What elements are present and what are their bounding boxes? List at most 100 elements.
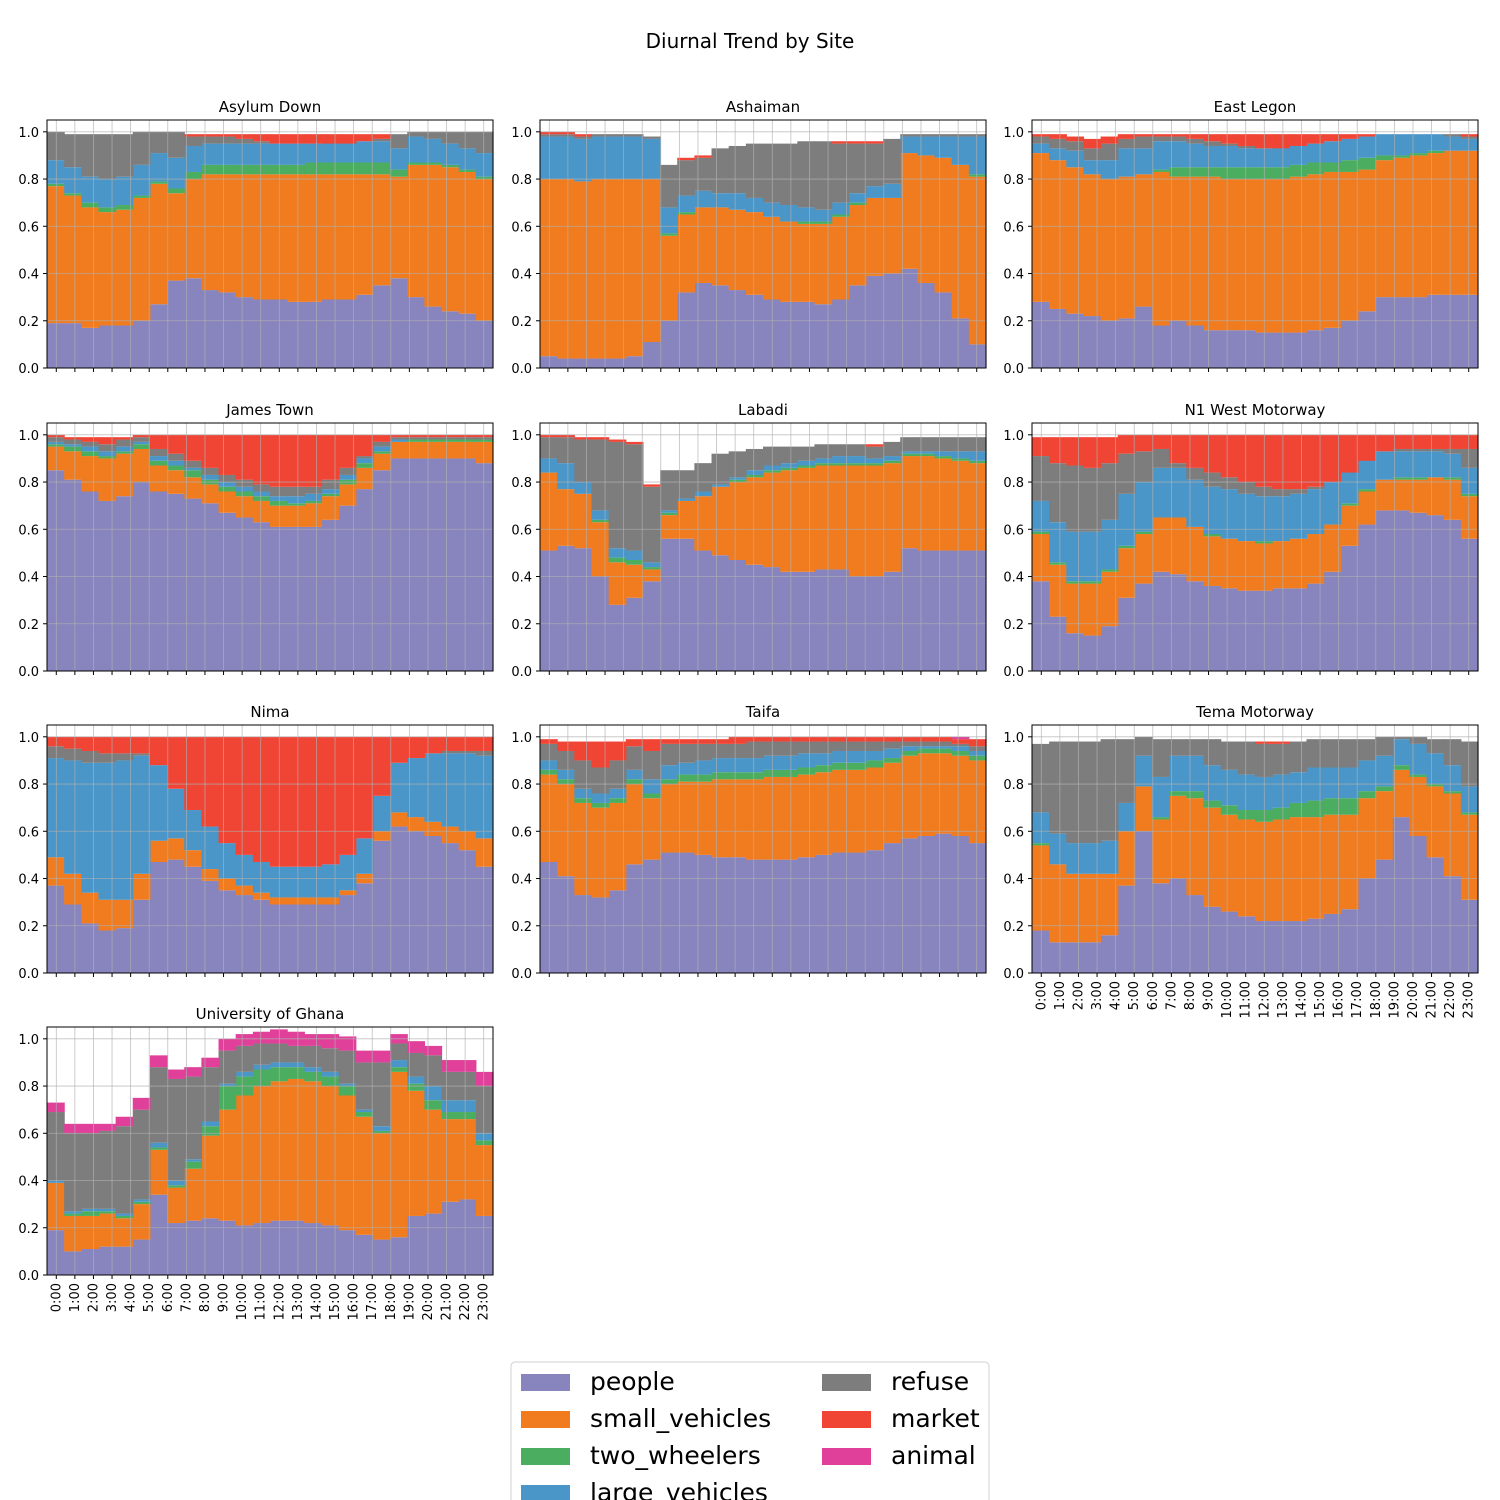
bar-segment <box>968 344 987 368</box>
bar-segment <box>407 434 425 438</box>
bar-segment <box>441 439 460 442</box>
bar-segment <box>1443 150 1462 295</box>
bar-segment <box>287 434 305 487</box>
bar-segment <box>1357 134 1376 137</box>
bar-segment <box>287 164 305 175</box>
y-tick-label: 0.8 <box>511 476 532 491</box>
bar-segment <box>149 131 168 154</box>
bar-segment <box>934 134 953 137</box>
bar-segment <box>355 141 374 163</box>
bar-segment <box>865 465 884 577</box>
bar-segment <box>235 1071 254 1077</box>
bar-segment <box>321 1076 340 1087</box>
bar-segment <box>1392 477 1410 480</box>
bar-segment <box>407 1052 425 1077</box>
bar-segment <box>1392 297 1410 368</box>
bar-segment <box>574 798 593 803</box>
bar-segment <box>540 434 558 438</box>
bar-segment <box>797 467 816 572</box>
bar-segment <box>64 1215 82 1252</box>
bar-segment <box>407 758 425 818</box>
bar-segment <box>270 736 288 867</box>
bar-segment <box>184 470 202 478</box>
bar-segment <box>201 434 220 468</box>
bar-segment <box>372 138 391 142</box>
bar-segment <box>149 304 168 368</box>
bar-segment <box>149 491 168 671</box>
bar-segment <box>270 1029 288 1044</box>
bar-segment <box>1066 873 1085 943</box>
bar-segment <box>321 1086 340 1226</box>
x-tick-label: 18:00 <box>1369 981 1384 1018</box>
bar-segment <box>1237 434 1256 483</box>
bar-segment <box>1203 141 1222 146</box>
bar-segment <box>1409 448 1428 452</box>
bar-segment <box>390 1043 408 1061</box>
bar-segment <box>235 1045 254 1072</box>
bar-segment <box>149 153 168 182</box>
bar-segment <box>64 167 82 194</box>
bar-segment <box>304 1045 323 1068</box>
bar-segment <box>1409 434 1428 449</box>
bar-segment <box>1083 174 1102 317</box>
bar-segment <box>372 174 391 286</box>
bar-segment <box>574 138 593 182</box>
bar-segment <box>407 297 425 368</box>
bar-segment <box>1443 434 1462 449</box>
bar-segment <box>694 463 713 492</box>
bar-segment <box>321 496 340 520</box>
y-tick-label: 0.2 <box>511 920 532 935</box>
bar-segment <box>338 1036 357 1051</box>
bar-segment <box>458 437 477 440</box>
bar-segment <box>287 866 305 898</box>
x-tick-label: 2:00 <box>1071 981 1086 1010</box>
bar-segment <box>355 838 374 874</box>
bar-segment <box>1100 143 1119 161</box>
chart-title: Diurnal Trend by Site <box>646 29 855 53</box>
bar-segment <box>763 202 781 217</box>
bar-segment <box>458 148 477 170</box>
bar-segment <box>917 155 936 283</box>
bar-segment <box>424 306 443 368</box>
bar-segment <box>1032 153 1050 302</box>
bar-segment <box>98 134 117 180</box>
bar-segment <box>167 1185 185 1188</box>
bar-segment <box>694 157 713 191</box>
bar-segment <box>1203 167 1222 177</box>
bar-segment <box>1375 510 1393 671</box>
bar-segment <box>424 1213 443 1275</box>
bar-segment <box>270 434 288 487</box>
bar-segment <box>424 441 443 459</box>
bar-segment <box>47 1230 65 1275</box>
panel-title: Ashaiman <box>726 98 800 116</box>
y-tick-label: 0.2 <box>18 920 39 935</box>
bar-segment <box>780 470 798 572</box>
bar-segment <box>1220 477 1239 490</box>
x-tick-label: 10:00 <box>1220 981 1235 1018</box>
bar-segment <box>355 456 374 459</box>
bar-segment <box>745 741 764 759</box>
bar-segment <box>47 1112 65 1181</box>
band-people <box>47 278 494 368</box>
bar-segment <box>900 453 918 457</box>
x-tick-label: 0:00 <box>49 1283 64 1312</box>
bar-segment <box>201 474 220 480</box>
bar-segment <box>64 1123 82 1134</box>
bar-segment <box>1426 784 1445 787</box>
bar-segment <box>201 1057 220 1068</box>
bar-segment <box>540 760 558 770</box>
bar-segment <box>475 463 494 671</box>
legend-item-animal: animal <box>822 1441 976 1470</box>
bar-segment <box>1460 150 1479 295</box>
bar-segment <box>745 197 764 213</box>
bar-segment <box>1134 136 1153 149</box>
bar-segment <box>1083 581 1102 584</box>
band-small_vehicles <box>47 1071 494 1252</box>
panel-title: Labadi <box>738 401 788 419</box>
bar-segment <box>1152 883 1170 973</box>
x-tick-label: 23:00 <box>1462 981 1477 1018</box>
bar-segment <box>304 493 323 501</box>
bar-segment <box>1340 138 1359 161</box>
bar-segment <box>1169 134 1187 137</box>
